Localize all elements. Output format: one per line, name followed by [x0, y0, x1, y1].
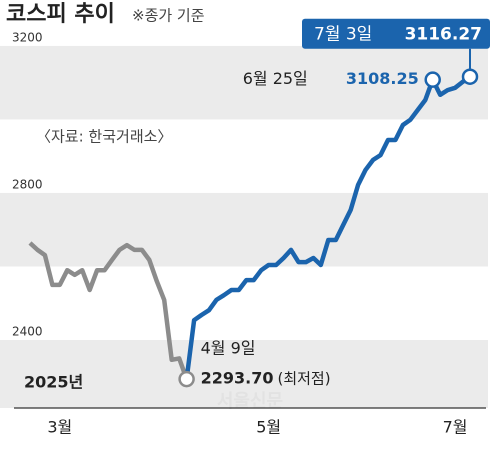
annotation-value: 2293.70: [201, 369, 274, 388]
annotation-date: 7월 3일: [314, 25, 372, 45]
line: [28, 241, 189, 380]
grid-band: [0, 45, 488, 120]
bands: [0, 45, 488, 408]
grid-band: [0, 192, 488, 267]
y-tick-label: 3200: [12, 30, 43, 44]
year-label: 2025년: [24, 373, 83, 392]
line: [184, 74, 472, 380]
x-tick-label: 3월: [47, 418, 72, 437]
annotation-note: (최저점): [277, 370, 330, 388]
point-marker: [461, 68, 479, 85]
point-marker: [424, 71, 441, 88]
plot: 4월 9일 2293.70 (최저점) 6월 25일 3108.25 7월 3일 3116.…: [28, 18, 490, 388]
annotation-value: 3108.25: [346, 69, 419, 88]
y-tick-label: 2800: [12, 177, 43, 191]
annotation-box: [302, 18, 490, 49]
grid-band: [0, 340, 488, 408]
y-tick-label: 2400: [12, 325, 43, 339]
watermark: 서울신문: [217, 391, 283, 412]
y-axis: 2400 2800 3200: [12, 30, 43, 338]
source: 〈자료: 한국거래소〉: [36, 128, 172, 146]
point-marker: [178, 370, 195, 388]
x-tick-label: 5월: [256, 418, 281, 437]
annotation-value: 3116.27: [405, 25, 482, 45]
annotation-date: 4월 9일: [201, 339, 256, 358]
chart-subtitle: ※종가 기준: [132, 7, 205, 25]
chart-title: 코스피 추이: [6, 2, 115, 27]
annotation-date: 6월 25일: [243, 69, 308, 88]
x-tick-label: 7월: [443, 418, 468, 437]
